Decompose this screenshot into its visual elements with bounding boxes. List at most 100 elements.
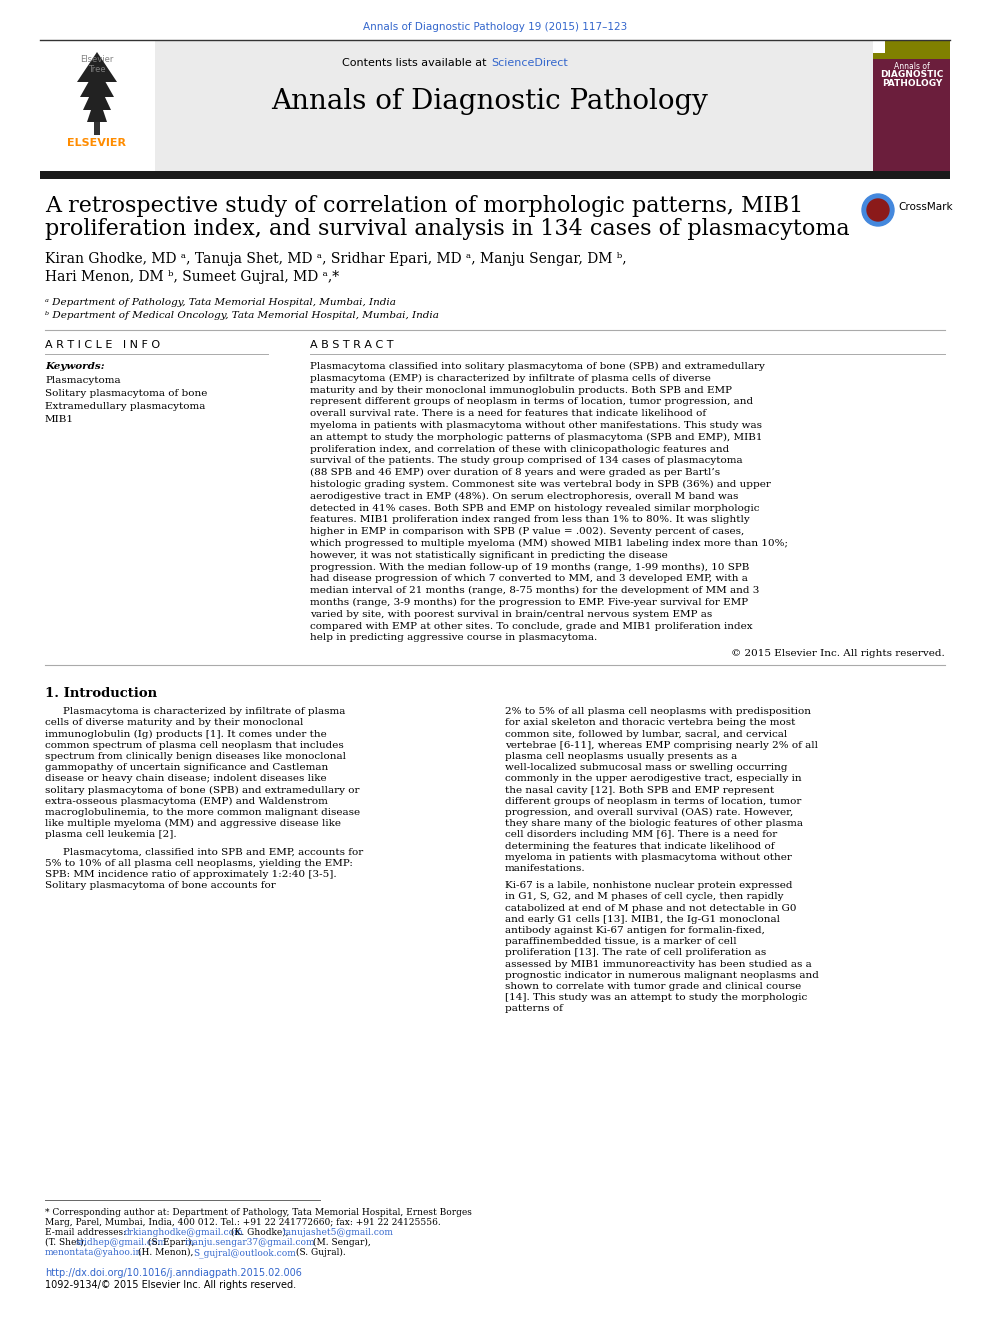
Text: drkianghodke@gmail.com: drkianghodke@gmail.com — [123, 1228, 243, 1237]
Text: well-localized submucosal mass or swelling occurring: well-localized submucosal mass or swelli… — [505, 763, 787, 772]
Text: Solitary plasmacytoma of bone: Solitary plasmacytoma of bone — [45, 389, 207, 399]
Text: cells of diverse maturity and by their monoclonal: cells of diverse maturity and by their m… — [45, 718, 303, 727]
Text: myeloma in patients with plasmacytoma without other manifestations. This study w: myeloma in patients with plasmacytoma wi… — [310, 421, 762, 430]
Bar — [873, 41, 950, 172]
Text: shown to correlate with tumor grade and clinical course: shown to correlate with tumor grade and … — [505, 982, 801, 991]
Bar — [40, 172, 950, 180]
Text: proliferation index, and survival analysis in 134 cases of plasmacytoma: proliferation index, and survival analys… — [45, 218, 849, 240]
Text: Keywords:: Keywords: — [45, 362, 105, 371]
Text: ScienceDirect: ScienceDirect — [491, 58, 567, 69]
Text: an attempt to study the morphologic patterns of plasmacytoma (SPB and EMP), MIB1: an attempt to study the morphologic patt… — [310, 433, 762, 442]
Text: manifestations.: manifestations. — [505, 865, 586, 873]
Text: A B S T R A C T: A B S T R A C T — [310, 341, 393, 350]
Text: months (range, 3-9 months) for the progression to EMP. Five-year survival for EM: months (range, 3-9 months) for the progr… — [310, 598, 748, 607]
Text: 2% to 5% of all plasma cell neoplasms with predisposition: 2% to 5% of all plasma cell neoplasms wi… — [505, 708, 811, 717]
Text: Hari Menon, DM ᵇ, Sumeet Gujral, MD ᵃ,*: Hari Menon, DM ᵇ, Sumeet Gujral, MD ᵃ,* — [45, 271, 340, 284]
Text: 5% to 10% of all plasma cell neoplasms, yielding the EMP:: 5% to 10% of all plasma cell neoplasms, … — [45, 859, 352, 867]
Polygon shape — [87, 92, 107, 121]
Text: commonly in the upper aerodigestive tract, especially in: commonly in the upper aerodigestive trac… — [505, 775, 802, 783]
Text: median interval of 21 months (range, 8-75 months) for the development of MM and : median interval of 21 months (range, 8-7… — [310, 586, 759, 595]
Text: proliferation index, and correlation of these with clinicopathologic features an: proliferation index, and correlation of … — [310, 445, 730, 454]
Text: and early G1 cells [13]. MIB1, the Ig-G1 monoclonal: and early G1 cells [13]. MIB1, the Ig-G1… — [505, 915, 780, 924]
Text: common site, followed by lumbar, sacral, and cervical: common site, followed by lumbar, sacral,… — [505, 730, 787, 739]
Text: assessed by MIB1 immunoreactivity has been studied as a: assessed by MIB1 immunoreactivity has be… — [505, 960, 812, 969]
Bar — [94, 117, 100, 135]
Text: Plasmacytoma is characterized by infiltrate of plasma: Plasmacytoma is characterized by infiltr… — [63, 708, 346, 717]
Text: aerodigestive tract in EMP (48%). On serum electrophoresis, overall M band was: aerodigestive tract in EMP (48%). On ser… — [310, 492, 739, 500]
Text: they share many of the biologic features of other plasma: they share many of the biologic features… — [505, 820, 803, 828]
Text: gammopathy of uncertain significance and Castleman: gammopathy of uncertain significance and… — [45, 763, 329, 772]
Bar — [873, 41, 885, 53]
Text: prognostic indicator in numerous malignant neoplasms and: prognostic indicator in numerous maligna… — [505, 970, 819, 979]
Text: ᵃ Department of Pathology, Tata Memorial Hospital, Mumbai, India: ᵃ Department of Pathology, Tata Memorial… — [45, 298, 396, 308]
Text: Plasmacytoma, classified into SPB and EMP, accounts for: Plasmacytoma, classified into SPB and EM… — [63, 847, 363, 857]
Text: Extramedullary plasmacytoma: Extramedullary plasmacytoma — [45, 403, 205, 411]
Text: MIB1: MIB1 — [45, 414, 74, 424]
Text: proliferation [13]. The rate of cell proliferation as: proliferation [13]. The rate of cell pro… — [505, 948, 766, 957]
Text: (S. Epari),: (S. Epari), — [145, 1238, 197, 1247]
Text: features. MIB1 proliferation index ranged from less than 1% to 80%. It was sligh: features. MIB1 proliferation index range… — [310, 515, 749, 524]
Circle shape — [867, 199, 889, 220]
Text: plasma cell neoplasms usually presents as a: plasma cell neoplasms usually presents a… — [505, 752, 738, 762]
Text: ᵇ Department of Medical Oncology, Tata Memorial Hospital, Mumbai, India: ᵇ Department of Medical Oncology, Tata M… — [45, 312, 439, 319]
Text: Ki-67 is a labile, nonhistone nuclear protein expressed: Ki-67 is a labile, nonhistone nuclear pr… — [505, 882, 793, 890]
Text: help in predicting aggressive course in plasmacytoma.: help in predicting aggressive course in … — [310, 634, 597, 643]
Text: varied by site, with poorest survival in brain/central nervous system EMP as: varied by site, with poorest survival in… — [310, 610, 712, 619]
Text: Plasmacytoma classified into solitary plasmacytoma of bone (SPB) and extramedull: Plasmacytoma classified into solitary pl… — [310, 362, 765, 371]
Text: tanujashet5@gmail.com: tanujashet5@gmail.com — [283, 1228, 394, 1237]
Text: © 2015 Elsevier Inc. All rights reserved.: © 2015 Elsevier Inc. All rights reserved… — [732, 649, 945, 659]
Text: plasma cell leukemia [2].: plasma cell leukemia [2]. — [45, 830, 176, 840]
Text: paraffinembedded tissue, is a marker of cell: paraffinembedded tissue, is a marker of … — [505, 937, 737, 946]
Text: (S. Gujral).: (S. Gujral). — [293, 1247, 346, 1257]
Text: 1. Introduction: 1. Introduction — [45, 688, 157, 700]
Text: SPB: MM incidence ratio of approximately 1:2:40 [3-5].: SPB: MM incidence ratio of approximately… — [45, 870, 337, 879]
Text: (88 SPB and 46 EMP) over duration of 8 years and were graded as per Bartl’s: (88 SPB and 46 EMP) over duration of 8 y… — [310, 469, 720, 478]
Text: determining the features that indicate likelihood of: determining the features that indicate l… — [505, 842, 774, 850]
Text: which progressed to multiple myeloma (MM) showed MIB1 labeling index more than 1: which progressed to multiple myeloma (MM… — [310, 539, 788, 548]
FancyBboxPatch shape — [55, 48, 140, 139]
Text: DIAGNOSTIC: DIAGNOSTIC — [880, 70, 943, 79]
Text: immunoglobulin (Ig) products [1]. It comes under the: immunoglobulin (Ig) products [1]. It com… — [45, 730, 327, 739]
Text: progression, and overall survival (OAS) rate. However,: progression, and overall survival (OAS) … — [505, 808, 793, 817]
Text: like multiple myeloma (MM) and aggressive disease like: like multiple myeloma (MM) and aggressiv… — [45, 820, 341, 829]
Text: had disease progression of which 7 converted to MM, and 3 developed EMP, with a: had disease progression of which 7 conve… — [310, 574, 747, 583]
Text: represent different groups of neoplasm in terms of location, tumor progression, : represent different groups of neoplasm i… — [310, 397, 753, 407]
Text: Annals of Diagnostic Pathology 19 (2015) 117–123: Annals of Diagnostic Pathology 19 (2015)… — [363, 22, 627, 32]
Text: Kiran Ghodke, MD ᵃ, Tanuja Shet, MD ᵃ, Sridhar Epari, MD ᵃ, Manju Sengar, DM ᵇ,: Kiran Ghodke, MD ᵃ, Tanuja Shet, MD ᵃ, S… — [45, 252, 627, 267]
Text: vertebrae [6-11], whereas EMP comprising nearly 2% of all: vertebrae [6-11], whereas EMP comprising… — [505, 741, 818, 750]
Text: common spectrum of plasma cell neoplasm that includes: common spectrum of plasma cell neoplasm … — [45, 741, 344, 750]
Polygon shape — [83, 81, 111, 110]
Bar — [40, 41, 155, 172]
Text: spectrum from clinically benign diseases like monoclonal: spectrum from clinically benign diseases… — [45, 752, 346, 762]
Text: Elsevier
Tree: Elsevier Tree — [80, 55, 114, 74]
Text: myeloma in patients with plasmacytoma without other: myeloma in patients with plasmacytoma wi… — [505, 853, 792, 862]
Text: antibody against Ki-67 antigen for formalin-fixed,: antibody against Ki-67 antigen for forma… — [505, 927, 765, 935]
Text: patterns of: patterns of — [505, 1005, 563, 1014]
Text: E-mail addresses:: E-mail addresses: — [45, 1228, 129, 1237]
Polygon shape — [77, 51, 117, 82]
Bar — [873, 41, 950, 59]
Text: extra-osseous plasmacytoma (EMP) and Waldenstrom: extra-osseous plasmacytoma (EMP) and Wal… — [45, 797, 328, 807]
Text: however, it was not statistically significant in predicting the disease: however, it was not statistically signif… — [310, 550, 667, 560]
Text: for axial skeleton and thoracic vertebra being the most: for axial skeleton and thoracic vertebra… — [505, 718, 795, 727]
Text: detected in 41% cases. Both SPB and EMP on histology revealed similar morphologi: detected in 41% cases. Both SPB and EMP … — [310, 504, 759, 512]
Text: the nasal cavity [12]. Both SPB and EMP represent: the nasal cavity [12]. Both SPB and EMP … — [505, 785, 774, 795]
Text: higher in EMP in comparison with SPB (P value = .002). Seventy percent of cases,: higher in EMP in comparison with SPB (P … — [310, 527, 744, 536]
Text: disease or heavy chain disease; indolent diseases like: disease or heavy chain disease; indolent… — [45, 775, 327, 783]
Text: CrossMark: CrossMark — [898, 202, 952, 213]
Text: http://dx.doi.org/10.1016/j.anndiagpath.2015.02.006: http://dx.doi.org/10.1016/j.anndiagpath.… — [45, 1269, 302, 1278]
Text: (T. Shet),: (T. Shet), — [45, 1238, 89, 1247]
Text: A retrospective study of correlation of morphologic patterns, MIB1: A retrospective study of correlation of … — [45, 195, 803, 216]
Text: menontata@yahoo.in: menontata@yahoo.in — [45, 1247, 143, 1257]
Text: manju.sengar37@gmail.com: manju.sengar37@gmail.com — [185, 1238, 316, 1247]
Text: sridhep@gmail.com: sridhep@gmail.com — [75, 1238, 166, 1247]
Text: (K. Ghodke),: (K. Ghodke), — [228, 1228, 291, 1237]
Text: Solitary plasmacytoma of bone accounts for: Solitary plasmacytoma of bone accounts f… — [45, 882, 276, 890]
Text: 1092-9134/© 2015 Elsevier Inc. All rights reserved.: 1092-9134/© 2015 Elsevier Inc. All right… — [45, 1280, 296, 1290]
Text: maturity and by their monoclonal immunoglobulin products. Both SPB and EMP: maturity and by their monoclonal immunog… — [310, 385, 732, 395]
Text: PATHOLOGY: PATHOLOGY — [882, 79, 942, 88]
Text: plasmacytoma (EMP) is characterized by infiltrate of plasma cells of diverse: plasmacytoma (EMP) is characterized by i… — [310, 374, 711, 383]
Text: * Corresponding author at: Department of Pathology, Tata Memorial Hospital, Erne: * Corresponding author at: Department of… — [45, 1208, 472, 1217]
Text: cell disorders including MM [6]. There is a need for: cell disorders including MM [6]. There i… — [505, 830, 777, 840]
Text: (M. Sengar),: (M. Sengar), — [310, 1238, 370, 1247]
